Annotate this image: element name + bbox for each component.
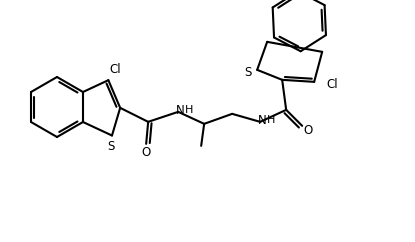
Text: H: H <box>267 115 276 125</box>
Text: O: O <box>303 124 313 137</box>
Text: N: N <box>258 114 266 127</box>
Text: N: N <box>176 104 185 117</box>
Text: Cl: Cl <box>110 63 121 76</box>
Text: O: O <box>142 146 151 159</box>
Text: S: S <box>107 140 115 153</box>
Text: H: H <box>185 105 193 115</box>
Text: Cl: Cl <box>326 78 338 91</box>
Text: S: S <box>244 66 252 79</box>
